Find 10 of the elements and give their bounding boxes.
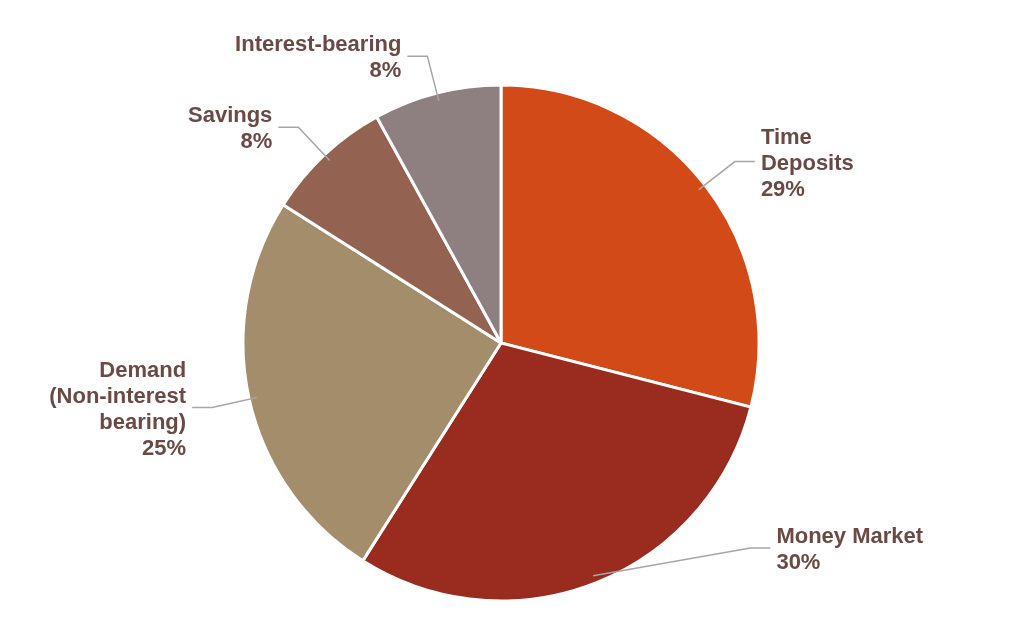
data-label: 8%	[369, 56, 402, 82]
slice-label: Time Deposits	[760, 123, 854, 175]
slice-label: Demand (Non-interest bearing)	[49, 356, 187, 434]
data-label: 30%	[776, 548, 821, 574]
slice-label: Savings	[188, 101, 273, 127]
data-label: 29%	[760, 175, 805, 201]
data-label: 25%	[142, 434, 187, 460]
data-label: 8%	[240, 127, 273, 153]
slice-label: Money Market	[776, 522, 924, 548]
slice-label: Interest-bearing	[235, 30, 402, 56]
